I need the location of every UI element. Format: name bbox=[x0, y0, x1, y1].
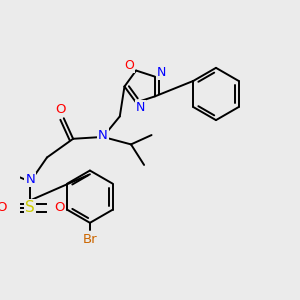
Text: O: O bbox=[56, 103, 66, 116]
Text: N: N bbox=[98, 129, 108, 142]
Text: Br: Br bbox=[82, 233, 97, 246]
Text: O: O bbox=[124, 59, 134, 72]
Text: N: N bbox=[25, 173, 35, 186]
Text: N: N bbox=[136, 101, 146, 114]
Text: S: S bbox=[25, 200, 35, 215]
Text: O: O bbox=[54, 201, 64, 214]
Text: O: O bbox=[0, 201, 7, 214]
Text: N: N bbox=[157, 66, 166, 80]
